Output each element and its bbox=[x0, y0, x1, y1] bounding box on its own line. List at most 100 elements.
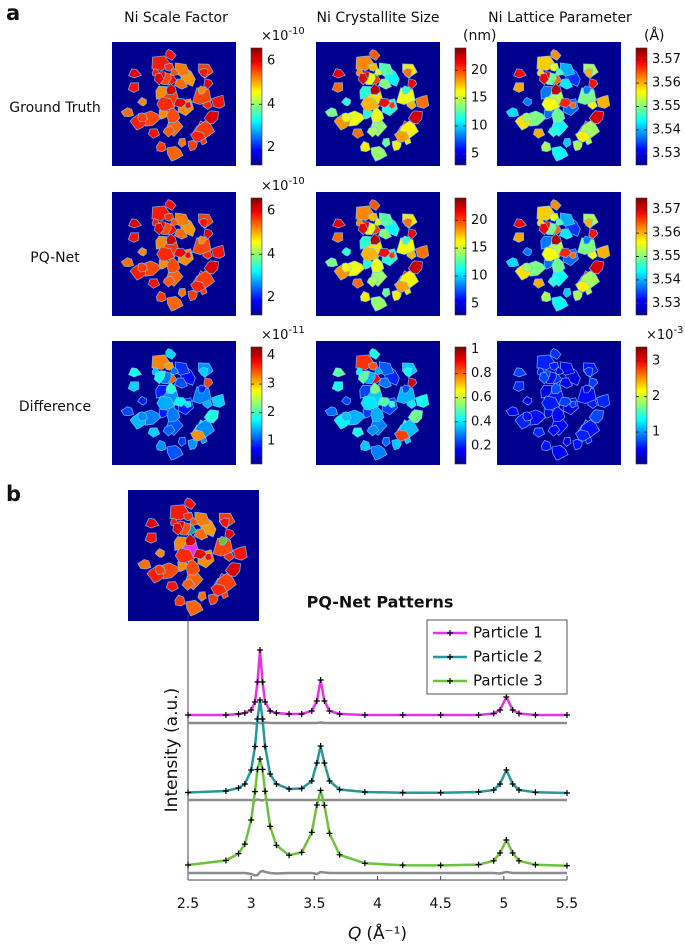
data-marker bbox=[241, 781, 248, 787]
data-marker bbox=[259, 679, 266, 685]
data-marker bbox=[222, 788, 229, 794]
particle bbox=[393, 280, 410, 293]
colorbar-tick-label: 3.54 bbox=[652, 272, 681, 287]
particle bbox=[174, 547, 195, 564]
particle bbox=[366, 424, 380, 437]
particle bbox=[407, 78, 418, 90]
data-marker bbox=[185, 789, 191, 796]
particle bbox=[407, 228, 418, 240]
particle bbox=[548, 212, 560, 222]
data-marker bbox=[497, 781, 504, 787]
particle bbox=[137, 247, 147, 257]
particle bbox=[402, 67, 413, 79]
particle bbox=[512, 232, 525, 243]
particle bbox=[588, 377, 599, 389]
particle bbox=[177, 287, 187, 298]
x-tick-label: 3 bbox=[247, 896, 256, 912]
data-marker bbox=[336, 786, 343, 793]
data-marker bbox=[321, 760, 328, 766]
particle bbox=[128, 367, 142, 378]
particle bbox=[203, 110, 220, 125]
particle bbox=[596, 393, 611, 408]
colorbar bbox=[454, 346, 467, 465]
particle bbox=[211, 94, 226, 109]
data-marker bbox=[235, 850, 242, 857]
particle bbox=[562, 287, 572, 298]
particle bbox=[381, 287, 391, 298]
x-tick-label: 2.5 bbox=[177, 896, 199, 912]
particle bbox=[370, 255, 385, 273]
particle bbox=[572, 139, 583, 152]
particle bbox=[407, 260, 424, 275]
data-marker bbox=[248, 817, 255, 823]
colorbar bbox=[454, 197, 467, 316]
particle bbox=[572, 438, 583, 451]
particle bbox=[332, 68, 346, 79]
particle-map bbox=[112, 42, 236, 166]
colorbar-tick-label: 3.55 bbox=[652, 99, 681, 114]
data-marker bbox=[286, 852, 293, 859]
data-marker bbox=[248, 707, 255, 713]
exponent-power: -10 bbox=[288, 26, 304, 37]
particle bbox=[120, 107, 135, 118]
particle bbox=[572, 289, 583, 302]
particle bbox=[173, 228, 188, 240]
y-axis-label: Intensity (a.u.) bbox=[162, 688, 182, 813]
particle bbox=[505, 257, 520, 268]
particle bbox=[377, 396, 391, 407]
particle bbox=[127, 232, 140, 243]
colorbar-tick-label: 3.56 bbox=[652, 226, 681, 241]
exponent-base: ×10 bbox=[261, 328, 288, 343]
data-marker bbox=[241, 841, 248, 848]
data-marker bbox=[254, 716, 261, 722]
particle bbox=[357, 73, 369, 86]
particle bbox=[522, 411, 533, 422]
particle-map bbox=[128, 490, 259, 621]
particle bbox=[550, 83, 562, 96]
particle bbox=[522, 396, 532, 406]
particle bbox=[374, 366, 384, 375]
particle bbox=[540, 439, 552, 452]
particle bbox=[370, 295, 388, 312]
particle bbox=[558, 377, 573, 389]
particle bbox=[393, 429, 410, 442]
particle bbox=[391, 438, 402, 451]
particle bbox=[522, 247, 532, 257]
particle bbox=[547, 275, 561, 288]
particle bbox=[331, 381, 344, 392]
particle bbox=[513, 367, 527, 378]
particle bbox=[402, 366, 413, 378]
particle bbox=[574, 130, 591, 143]
particle bbox=[158, 258, 169, 270]
colorbar-tick-label: 6 bbox=[267, 204, 275, 219]
data-marker bbox=[361, 712, 368, 718]
particle bbox=[550, 382, 562, 395]
particle bbox=[177, 560, 188, 573]
particle bbox=[369, 83, 381, 96]
particle bbox=[187, 139, 198, 152]
particle bbox=[540, 140, 552, 153]
data-marker bbox=[437, 862, 444, 869]
particle bbox=[574, 280, 591, 293]
x-tick-label: 5.5 bbox=[556, 896, 578, 912]
colorbar-unit: (nm) bbox=[463, 28, 496, 44]
particle bbox=[547, 424, 561, 437]
particle bbox=[396, 87, 416, 106]
particle bbox=[562, 137, 572, 148]
particle bbox=[366, 275, 380, 288]
particle bbox=[547, 125, 561, 138]
particle bbox=[172, 522, 184, 536]
particle-map bbox=[497, 341, 621, 465]
particle bbox=[577, 87, 597, 106]
particle bbox=[197, 591, 207, 602]
particle bbox=[559, 62, 576, 77]
particle bbox=[378, 62, 395, 77]
particle bbox=[550, 348, 562, 360]
particle bbox=[558, 78, 573, 90]
data-marker bbox=[490, 710, 497, 717]
colorbar-tick-label: 2 bbox=[652, 389, 660, 404]
colorbar-tick-label: 20 bbox=[471, 213, 488, 228]
particle bbox=[170, 366, 180, 375]
particle bbox=[184, 533, 197, 547]
